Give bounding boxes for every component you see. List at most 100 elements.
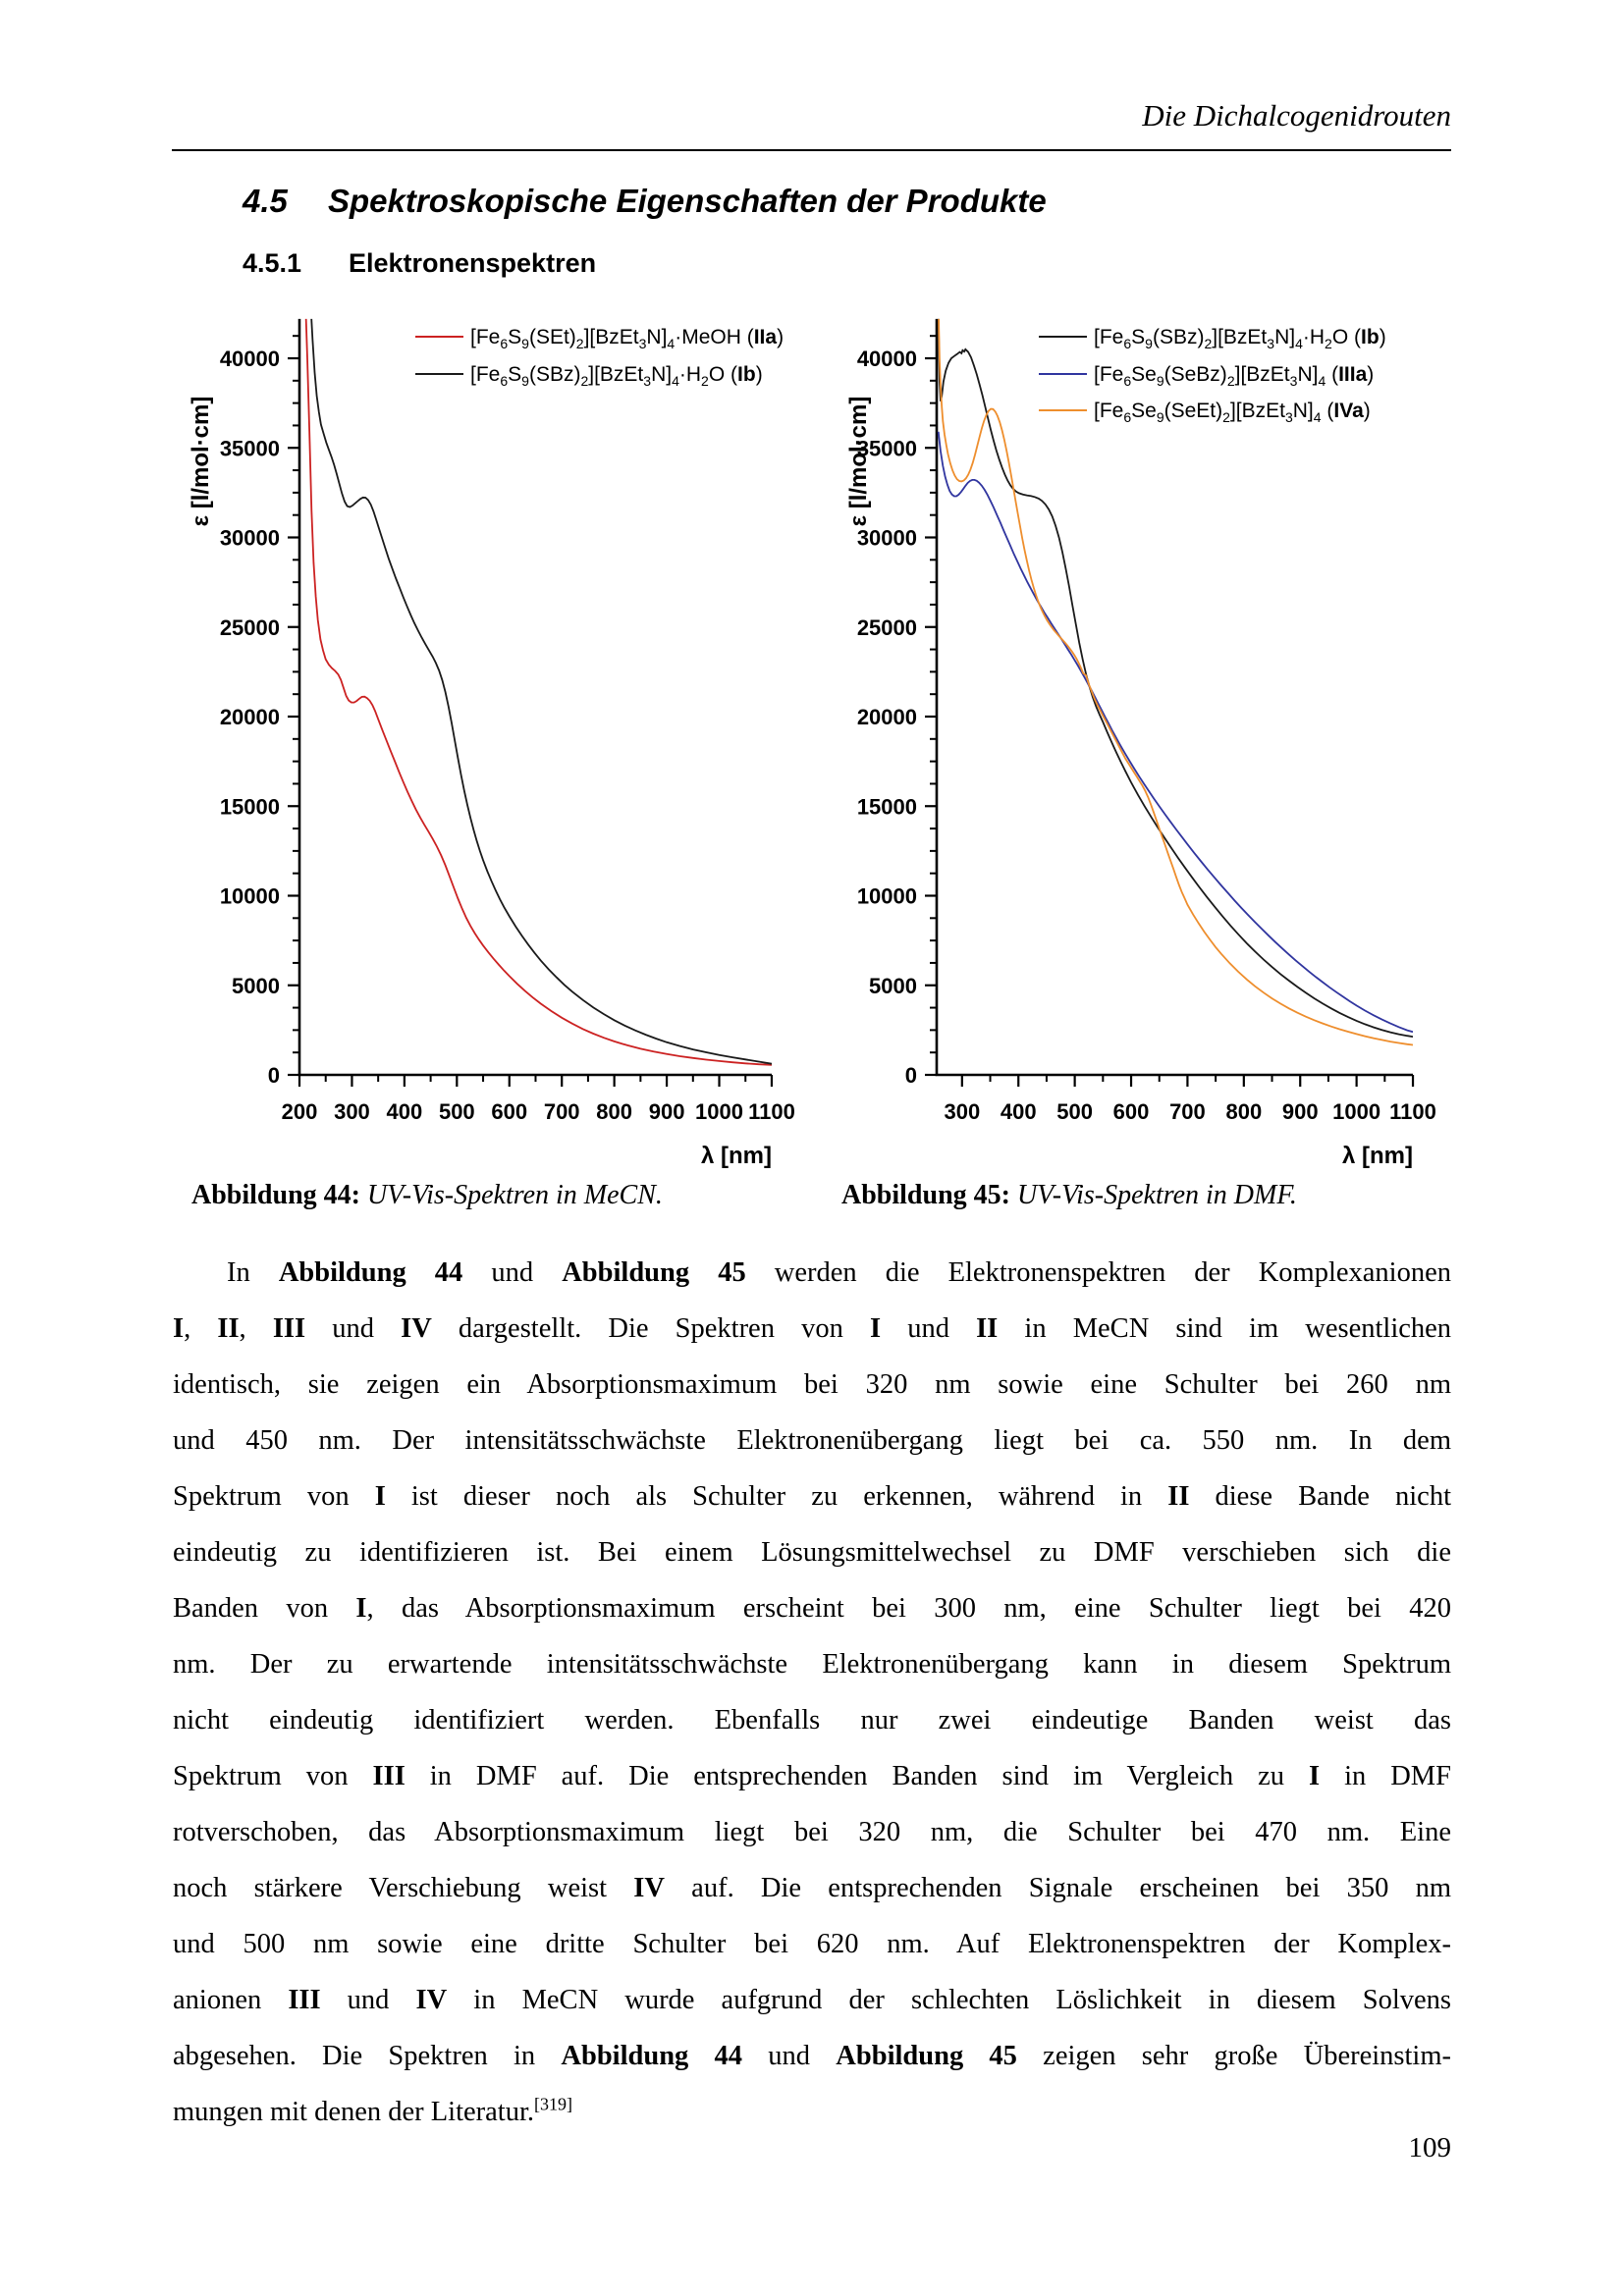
legend-text-segment: (SBz) xyxy=(1152,326,1205,348)
caption-text: UV-Vis-Spektren in MeCN. xyxy=(359,1180,663,1210)
legend-text-segment: ) xyxy=(1379,326,1386,348)
legend-text-segment: N] xyxy=(646,326,668,348)
x-tick-label: 400 xyxy=(387,1099,423,1124)
body-text: nm. Der zu erwartende intensitätsschwäch… xyxy=(173,1649,1451,1680)
section-title: Spektroskopische Eigenschaften der Produ… xyxy=(328,183,1047,219)
caption-text: UV-Vis-Spektren in DMF. xyxy=(1009,1180,1297,1210)
bold-text: Abbildung 44 xyxy=(278,1257,463,1288)
legend-text-segment: 3 xyxy=(1289,373,1298,390)
legend-text-segment: 9 xyxy=(1156,373,1164,390)
body-text: in MeCN sind im wesentlichen xyxy=(998,1313,1452,1344)
legend-text-segment: IIa xyxy=(753,326,778,348)
legend-text-segment: ( xyxy=(1325,363,1339,386)
y-tick-label: 10000 xyxy=(857,884,917,909)
bold-text: III xyxy=(272,1313,306,1344)
y-tick-label: 0 xyxy=(905,1063,917,1088)
legend-text-segment: 4 xyxy=(1318,373,1326,390)
body-text: nicht eindeutig identifiziert werden. Eb… xyxy=(173,1705,1451,1735)
legend-text-segment: 6 xyxy=(500,336,509,352)
body-text: identisch, sie zeigen ein Absorptionsmax… xyxy=(173,1369,1451,1400)
body-text: noch stärkere Verschiebung weist xyxy=(173,1873,634,1903)
legend-text-segment: Ib xyxy=(737,363,756,386)
bold-text: Abbildung 45 xyxy=(562,1257,746,1288)
paragraph-line: anionen III und IV in MeCN wurde aufgrun… xyxy=(173,1972,1451,2028)
paragraph-line: Spektrum von III in DMF auf. Die entspre… xyxy=(173,1748,1451,1804)
section-heading: 4.5 Spektroskopische Eigenschaften der Pr… xyxy=(243,183,1047,220)
y-tick-label: 5000 xyxy=(869,974,917,998)
body-text: anionen xyxy=(173,1985,289,2015)
legend-text-segment: Ib xyxy=(1361,326,1380,348)
bold-text: I xyxy=(374,1481,386,1512)
bold-text: III xyxy=(372,1761,406,1791)
legend-entry: [Fe6S9(SEt)2][BzEt3N]4·MeOH (IIa) xyxy=(415,326,784,352)
legend-text-segment: [Fe xyxy=(1094,326,1124,348)
legend-line-swatch xyxy=(415,336,463,338)
x-tick-label: 1100 xyxy=(748,1099,795,1124)
bold-text: IV xyxy=(401,1313,432,1344)
legend-text-segment: 6 xyxy=(1123,409,1132,426)
legend-text-segment: ][BzEt xyxy=(1234,363,1290,386)
paragraph-line: Banden von I, das Absorptionsmaximum ers… xyxy=(173,1580,1451,1636)
legend-text-segment: ( xyxy=(1321,400,1334,422)
paragraph-line: nm. Der zu erwartende intensitätsschwäch… xyxy=(173,1636,1451,1692)
bold-text: IV xyxy=(633,1873,665,1903)
legend-text-segment: 6 xyxy=(1123,373,1132,390)
legend-text-segment: 2 xyxy=(1226,373,1235,390)
legend-text-segment: 2 xyxy=(1222,409,1230,426)
y-tick-label: 30000 xyxy=(220,526,280,551)
legend-text-segment: 2 xyxy=(580,373,589,390)
bold-text: I xyxy=(1309,1761,1321,1791)
legend-text-segment: [Fe xyxy=(1094,363,1124,386)
bold-text: Abbildung 44 xyxy=(561,2041,743,2071)
legend-text-segment: 4 xyxy=(672,373,679,390)
x-tick-label: 600 xyxy=(491,1099,527,1124)
legend-text-segment: 2 xyxy=(1204,336,1213,352)
legend-text-segment: 4 xyxy=(1295,336,1303,352)
bold-text: Abbildung 45 xyxy=(836,2041,1017,2071)
body-text: abgesehen. Die Spektren in xyxy=(173,2041,562,2071)
body-text: mungen mit denen der Literatur. xyxy=(173,2097,535,2127)
paragraph-line: abgesehen. Die Spektren in Abbildung 44 … xyxy=(173,2028,1451,2084)
y-tick-label: 5000 xyxy=(232,974,280,998)
legend-text-segment: ·MeOH ( xyxy=(675,326,754,348)
y-tick-label: 10000 xyxy=(220,884,280,909)
x-tick-label: 700 xyxy=(1169,1099,1206,1124)
legend-text-segment: 2 xyxy=(701,373,709,390)
x-tick-label: 700 xyxy=(544,1099,580,1124)
body-text: werden die Elektronenspektren der Komple… xyxy=(745,1257,1452,1288)
body-text: und xyxy=(462,1257,563,1288)
paragraph-line: noch stärkere Verschiebung weist IV auf.… xyxy=(173,1860,1451,1916)
body-text: Banden von xyxy=(173,1593,356,1624)
bold-text: II xyxy=(1167,1481,1190,1512)
legend-text-segment: S xyxy=(508,326,522,348)
body-text: auf. Die entsprechenden Signale erschein… xyxy=(664,1873,1451,1903)
y-tick-label: 15000 xyxy=(857,794,917,819)
legend-text-segment: 9 xyxy=(1156,409,1164,426)
caption-label: Abbildung 44: xyxy=(191,1180,360,1210)
y-tick-label: 15000 xyxy=(220,794,280,819)
y-tick-label: 40000 xyxy=(857,347,917,371)
x-tick-label: 1100 xyxy=(1389,1099,1436,1124)
figure-caption-44: Abbildung 44: UV-Vis-Spektren in MeCN. xyxy=(191,1180,663,1211)
bold-text: II xyxy=(217,1313,240,1344)
body-text: rotverschoben, das Absorptionsmaximum li… xyxy=(173,1817,1451,1847)
legend-text-segment: 3 xyxy=(643,373,652,390)
legend-text-segment: ·H xyxy=(678,363,702,386)
y-tick-label: 0 xyxy=(268,1063,280,1088)
body-text: und xyxy=(320,1985,416,2015)
page-number: 109 xyxy=(1408,2132,1452,2163)
paragraph-line: mungen mit denen der Literatur.[319] xyxy=(173,2084,1451,2140)
section-number: 4.5 xyxy=(243,183,288,219)
legend-text-segment: N] xyxy=(1274,326,1296,348)
legend-text-segment: 9 xyxy=(1145,336,1153,352)
plot-area: 0 5000 10000 15000 20000 25000 30000 35000 40000… xyxy=(188,318,795,1169)
body-text: eindeutig zu identifizieren ist. Bei ein… xyxy=(173,1537,1451,1568)
plot-area: 0 5000 10000 15000 20000 25000 30000 35000 40000… xyxy=(845,318,1436,1169)
body-text: in MeCN wurde aufgrund der schlechten Lö… xyxy=(447,1985,1452,2015)
body-text: dargestellt. Die Spektren von xyxy=(431,1313,870,1344)
x-tick-label: 300 xyxy=(944,1099,980,1124)
footnote-reference: [319] xyxy=(534,2094,573,2114)
y-tick-label: 25000 xyxy=(220,615,280,640)
y-tick-label: 20000 xyxy=(220,705,280,729)
body-text: diese Bande nicht xyxy=(1189,1481,1452,1512)
